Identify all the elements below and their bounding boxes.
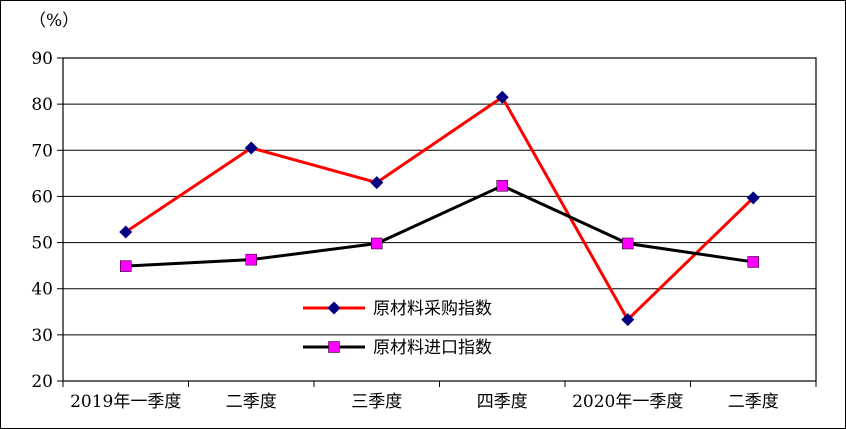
diamond-marker bbox=[119, 225, 133, 239]
square-marker bbox=[747, 256, 759, 268]
diamond-marker bbox=[746, 191, 760, 205]
y-axis-tick-label: 60 bbox=[31, 187, 53, 207]
x-axis-category-label: 二季度 bbox=[226, 392, 277, 412]
plot-border bbox=[62, 57, 817, 382]
square-marker bbox=[245, 253, 257, 266]
legend-label: 原材料采购指数 bbox=[373, 299, 492, 319]
y-axis-tick-label: 70 bbox=[31, 141, 53, 161]
y-axis-tick-label: 30 bbox=[31, 326, 53, 346]
diamond-marker bbox=[244, 141, 258, 155]
series-line-purchasing-index bbox=[124, 95, 755, 322]
x-axis-category-label: 2020年一季度 bbox=[572, 392, 683, 412]
x-axis-category-label: 二季度 bbox=[728, 392, 779, 412]
x-axis-category-label: 四季度 bbox=[477, 392, 528, 412]
square-marker bbox=[496, 180, 508, 192]
series-line-import-index bbox=[124, 184, 755, 268]
y-axis-tick-label: 20 bbox=[31, 372, 53, 392]
y-axis-unit-label: （%） bbox=[29, 11, 79, 31]
diamond-marker bbox=[621, 313, 635, 327]
x-axis-category-label: 2019年一季度 bbox=[70, 392, 181, 412]
y-axis-tick-label: 50 bbox=[31, 234, 53, 254]
legend-label: 原材料进口指数 bbox=[373, 338, 492, 358]
y-axis-tick-label: 80 bbox=[31, 95, 53, 115]
diamond-marker bbox=[495, 90, 509, 104]
square-marker bbox=[371, 237, 383, 250]
x-axis-category-label: 三季度 bbox=[351, 392, 402, 412]
y-axis-tick-label: 40 bbox=[31, 280, 53, 300]
y-axis-tick-label: 90 bbox=[31, 49, 53, 69]
legend-marker bbox=[328, 341, 340, 353]
square-marker bbox=[622, 237, 634, 250]
legend-marker bbox=[327, 301, 341, 315]
square-marker bbox=[120, 260, 132, 272]
diamond-marker bbox=[370, 176, 384, 190]
